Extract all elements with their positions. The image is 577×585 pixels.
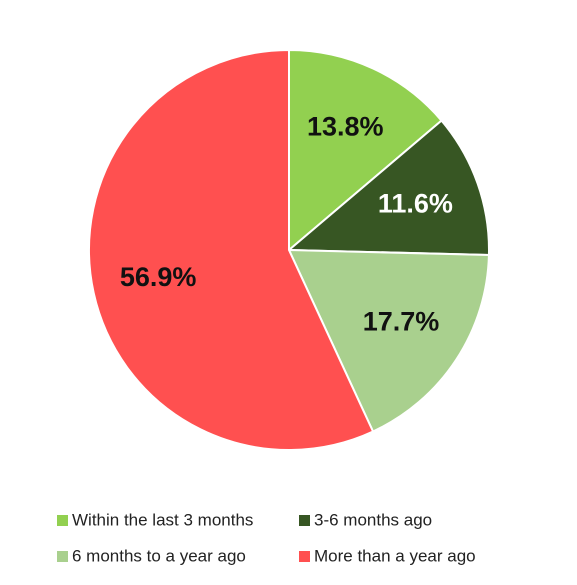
pie-slice bbox=[287, 248, 490, 433]
data-label: 11.6% bbox=[378, 189, 453, 219]
legend-swatch bbox=[299, 515, 310, 526]
pie-slice bbox=[88, 48, 375, 451]
legend-swatch bbox=[57, 551, 68, 562]
legend-label: 6 months to a year ago bbox=[72, 546, 246, 565]
data-label: 56.9% bbox=[120, 262, 197, 292]
data-label: 17.7% bbox=[363, 307, 440, 337]
data-label: 13.8% bbox=[307, 112, 384, 142]
legend-label: Within the last 3 months bbox=[72, 510, 253, 529]
pie-slice bbox=[288, 48, 443, 253]
legend-label: More than a year ago bbox=[314, 546, 476, 565]
legend-swatch bbox=[57, 515, 68, 526]
legend-label: 3-6 months ago bbox=[314, 510, 432, 529]
pie-slice bbox=[286, 119, 490, 257]
legend-swatch bbox=[299, 551, 310, 562]
